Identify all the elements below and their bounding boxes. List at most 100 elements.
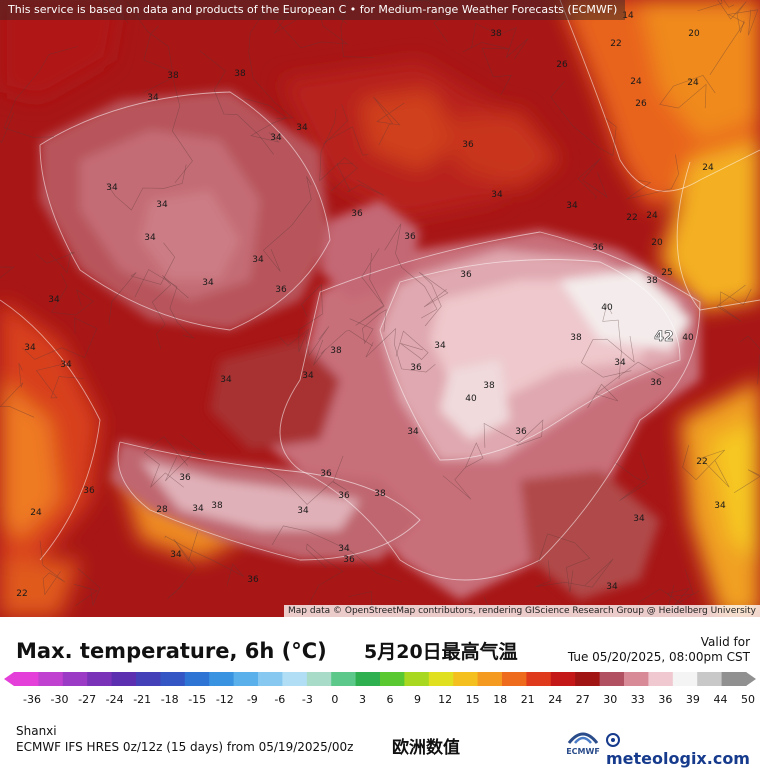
valid-for-label: Valid for bbox=[700, 635, 750, 649]
admin-boundary bbox=[587, 361, 665, 408]
admin-boundary bbox=[248, 11, 294, 119]
temperature-label: 36 bbox=[338, 491, 350, 501]
admin-boundary bbox=[298, 283, 323, 352]
temperature-label: 34 bbox=[60, 360, 72, 370]
admin-boundary bbox=[134, 269, 195, 339]
scale-swatch bbox=[453, 672, 479, 686]
scale-tick-label: 3 bbox=[359, 693, 366, 706]
temperature-label: 38 bbox=[646, 276, 658, 286]
meteologix-brand-text: meteologix.com bbox=[606, 749, 750, 768]
admin-boundary bbox=[336, 163, 385, 196]
temperature-label: 38 bbox=[490, 29, 502, 39]
forecast-map[interactable]: 34 38 38 34 34 34 34 34 34 34 34 36 34 34 38 34 36 38 40 36… bbox=[0, 0, 760, 617]
admin-boundary bbox=[74, 568, 101, 607]
temperature-label: 34 bbox=[633, 514, 645, 524]
scale-swatch bbox=[477, 672, 503, 686]
scale-swatch bbox=[306, 672, 332, 686]
admin-boundary bbox=[471, 22, 529, 59]
data-source-notice: This service is based on data and produc… bbox=[0, 0, 626, 20]
scale-swatch bbox=[111, 672, 137, 686]
admin-boundary bbox=[151, 275, 189, 350]
region-name: Shanxi bbox=[16, 724, 57, 738]
legend-footer: Max. temperature, 6h (°C) 5月20日最高气温 Vali… bbox=[0, 617, 760, 768]
temperature-label: 22 bbox=[16, 589, 27, 599]
admin-boundary bbox=[348, 591, 381, 617]
admin-boundary bbox=[126, 1, 173, 72]
admin-boundary bbox=[538, 533, 591, 593]
temperature-label: 36 bbox=[592, 243, 604, 253]
scale-swatch bbox=[258, 672, 283, 686]
temperature-label: 24 bbox=[646, 211, 658, 221]
temperature-label: 34 bbox=[170, 550, 182, 560]
scale-tick-label: 30 bbox=[603, 693, 617, 706]
temperature-label: 22 bbox=[626, 213, 637, 223]
meteologix-brand[interactable]: meteologix.com bbox=[606, 730, 760, 768]
temperature-label: 34 bbox=[434, 341, 446, 351]
temperature-label: 34 bbox=[714, 501, 726, 511]
ecmwf-logo: ECMWF bbox=[563, 727, 603, 757]
temperature-label: 34 bbox=[606, 582, 618, 592]
temperature-label: 36 bbox=[179, 473, 191, 483]
temperature-label: 34 bbox=[192, 504, 204, 514]
scale-tick-label: 6 bbox=[387, 693, 394, 706]
admin-boundary bbox=[659, 75, 716, 109]
scale-tick-label: -18 bbox=[161, 693, 179, 706]
color-scale: -36 -30 -27 -24 -21 -18 -15 -12 -9 -6 -3 0 3 6 9 12 15 18… bbox=[4, 672, 756, 706]
scale-tick-label: -15 bbox=[188, 693, 206, 706]
admin-boundary bbox=[143, 77, 193, 183]
admin-boundary bbox=[319, 0, 374, 58]
admin-boundary bbox=[35, 363, 84, 399]
temperature-label: 36 bbox=[515, 427, 527, 437]
temperature-label: 20 bbox=[688, 29, 700, 39]
admin-boundary bbox=[602, 303, 622, 380]
scale-tick-label: -21 bbox=[133, 693, 151, 706]
scale-swatch bbox=[331, 672, 357, 686]
admin-boundary bbox=[395, 330, 429, 361]
scale-swatch bbox=[502, 672, 527, 686]
scale-tick-label: -9 bbox=[247, 693, 258, 706]
admin-boundary bbox=[305, 543, 344, 612]
ecmwf-logo-icon bbox=[567, 732, 599, 744]
admin-boundary bbox=[0, 112, 15, 144]
meteologix-globe-icon bbox=[606, 733, 620, 747]
temperature-label: 36 bbox=[247, 575, 259, 585]
scale-tick-label: 12 bbox=[438, 693, 452, 706]
scale-tick-label: 15 bbox=[466, 693, 480, 706]
temperature-label: 22 bbox=[610, 39, 621, 49]
scale-swatch bbox=[160, 672, 186, 686]
temperature-label: 24 bbox=[30, 508, 42, 518]
temperature-label: 34 bbox=[156, 200, 168, 210]
scale-swatch bbox=[526, 672, 552, 686]
scale-min-arrow bbox=[4, 672, 14, 686]
admin-boundary bbox=[535, 558, 614, 588]
temperature-label: 38 bbox=[374, 489, 386, 499]
temperature-label: 36 bbox=[460, 270, 472, 280]
map-attribution[interactable]: Map data © OpenStreetMap contributors, r… bbox=[284, 605, 760, 617]
admin-boundary bbox=[615, 452, 650, 501]
admin-boundary bbox=[0, 362, 35, 418]
scale-swatch bbox=[550, 672, 576, 686]
scale-swatch bbox=[282, 672, 308, 686]
temperature-label: 25 bbox=[661, 268, 672, 278]
ecmwf-logo-text: ECMWF bbox=[566, 747, 600, 756]
scale-swatch bbox=[721, 672, 747, 686]
admin-boundary bbox=[716, 284, 752, 322]
scale-tick-label: -24 bbox=[106, 693, 124, 706]
admin-boundary bbox=[355, 248, 385, 326]
temperature-label: 28 bbox=[156, 505, 168, 515]
scale-swatch bbox=[697, 672, 723, 686]
temperature-label: 34 bbox=[270, 133, 282, 143]
scale-swatch bbox=[209, 672, 235, 686]
model-run-info: ECMWF IFS HRES 0z/12z (15 days) from 05/… bbox=[16, 740, 354, 754]
temperature-label: 38 bbox=[234, 69, 246, 79]
admin-boundary bbox=[0, 266, 15, 279]
admin-boundary bbox=[709, 9, 759, 75]
temperature-label: 26 bbox=[556, 60, 568, 70]
admin-boundary bbox=[626, 154, 679, 200]
admin-boundary bbox=[108, 242, 176, 325]
admin-boundary bbox=[199, 50, 275, 155]
admin-boundary bbox=[462, 42, 512, 96]
admin-boundary bbox=[273, 0, 297, 34]
scale-swatch bbox=[428, 672, 454, 686]
